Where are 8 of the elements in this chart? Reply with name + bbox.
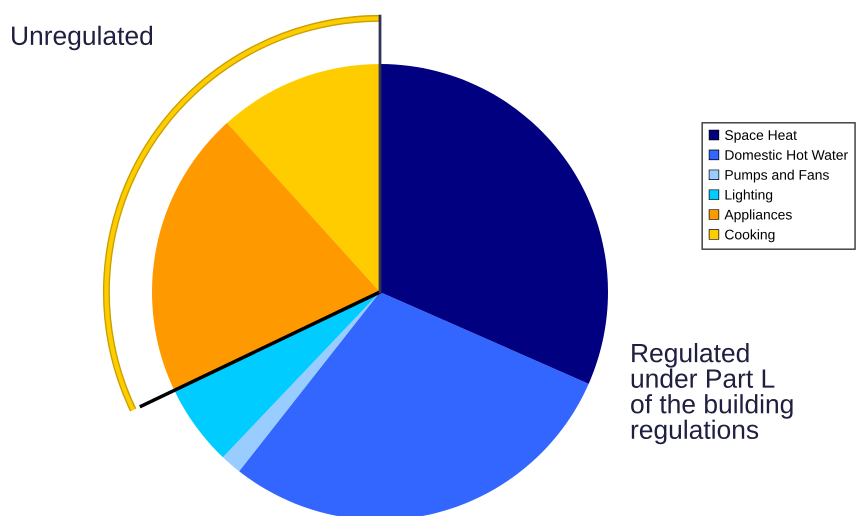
legend-label: Domestic Hot Water bbox=[726, 150, 848, 160]
legend-label: Pumps and Fans bbox=[726, 170, 829, 183]
text: Regulated under Part L of the building regulations bbox=[631, 343, 793, 444]
legend-label: Appliances bbox=[724, 209, 792, 222]
legend-label: Space Heat bbox=[725, 130, 797, 143]
text: Unregulated bbox=[12, 26, 152, 50]
legend-label: Cooking bbox=[725, 229, 774, 242]
legend-label: Lighting bbox=[726, 189, 772, 202]
